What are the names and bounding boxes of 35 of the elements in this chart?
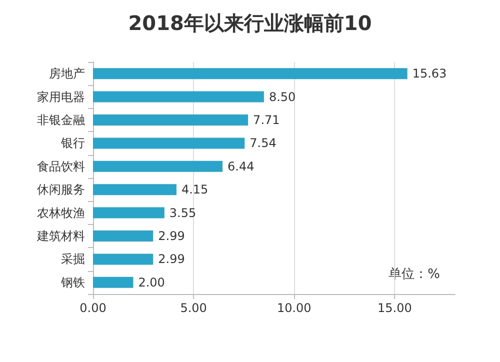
y-tick-label: 农林牧渔 bbox=[37, 206, 85, 220]
y-tick-label: 房地产 bbox=[49, 66, 85, 81]
y-tick-label: 家用电器 bbox=[37, 90, 85, 104]
bar bbox=[93, 91, 264, 102]
data-label: 7.71 bbox=[253, 113, 280, 127]
data-label: 4.15 bbox=[181, 182, 208, 197]
data-label: 2.99 bbox=[158, 252, 185, 266]
bar bbox=[93, 276, 134, 288]
data-label: 7.54 bbox=[250, 136, 276, 150]
y-tick-label: 休闲服务 bbox=[37, 182, 85, 197]
bar bbox=[93, 68, 408, 80]
data-label: 6.44 bbox=[228, 159, 254, 174]
y-tick-label: 采掘 bbox=[61, 252, 85, 266]
bar bbox=[93, 207, 164, 218]
y-tick-label: 建筑材料 bbox=[36, 229, 85, 243]
x-tick-label: 10.00 bbox=[276, 301, 312, 315]
data-label: 2.99 bbox=[158, 229, 185, 243]
data-label: 3.55 bbox=[169, 206, 196, 220]
bar bbox=[93, 160, 223, 172]
x-tick-label: 5.00 bbox=[180, 301, 207, 315]
y-tick-label: 非银金融 bbox=[37, 113, 85, 127]
data-label: 8.50 bbox=[268, 90, 296, 104]
x-tick-label: 0.00 bbox=[80, 301, 106, 315]
y-tick-label: 银行 bbox=[60, 136, 85, 150]
bar bbox=[93, 230, 154, 242]
data-label: 15.63 bbox=[412, 66, 447, 81]
bar bbox=[93, 254, 154, 265]
chart-title: 2018年以来行业涨幅前10 bbox=[128, 11, 372, 35]
data-label: 2.00 bbox=[138, 275, 165, 290]
y-tick-label: 钢铁 bbox=[60, 275, 85, 290]
bar bbox=[93, 184, 176, 196]
bar bbox=[93, 114, 248, 126]
y-tick-label: 食品饮料 bbox=[37, 159, 85, 174]
x-tick-label: 15.00 bbox=[377, 301, 412, 315]
bar bbox=[93, 138, 245, 149]
